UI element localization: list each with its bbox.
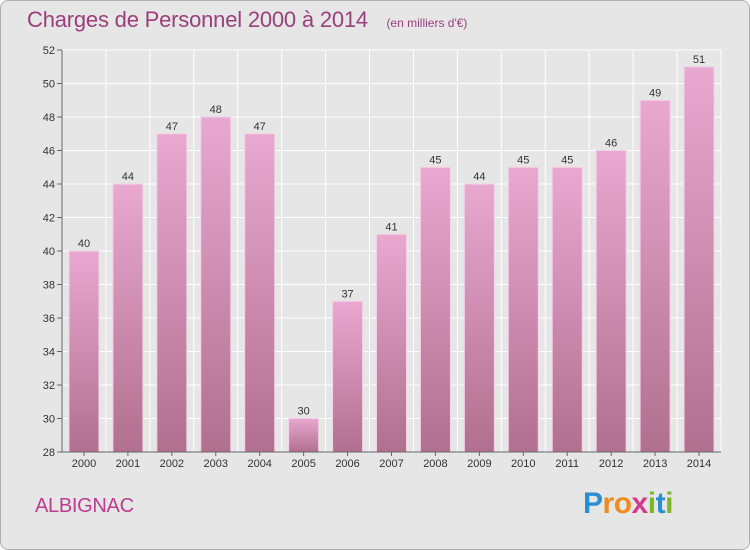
title-row: Charges de Personnel 2000 à 2014 (en mil…: [27, 7, 467, 33]
place-name: ALBIGNAC: [35, 495, 134, 517]
bar-value-label: 40: [78, 238, 90, 250]
y-tick-label: 32: [43, 380, 55, 392]
y-tick-label: 52: [43, 45, 55, 57]
bar: [507, 166, 539, 453]
x-tick-label: 2002: [160, 458, 184, 470]
bar-value-label: 41: [385, 221, 397, 233]
chart-title: Charges de Personnel 2000 à 2014: [27, 7, 368, 32]
bar-value-label: 51: [693, 54, 705, 66]
bar-value-label: 37: [341, 288, 353, 300]
x-tick-label: 2009: [467, 458, 491, 470]
bar-value-label: 45: [429, 154, 441, 166]
x-tick-label: 2012: [599, 458, 623, 470]
brand-letter: o: [613, 487, 632, 520]
y-tick-label: 34: [43, 347, 55, 359]
x-tick-label: 2008: [423, 458, 447, 470]
y-tick-label: 46: [43, 146, 55, 158]
x-tick-label: 2010: [511, 458, 535, 470]
y-tick-label: 28: [43, 447, 55, 459]
bar: [683, 66, 715, 453]
brand-letter: P: [583, 487, 603, 520]
bar: [288, 418, 320, 453]
bar-value-label: 44: [122, 171, 134, 183]
bar-value-label: 49: [649, 87, 661, 99]
x-tick-label: 2001: [116, 458, 140, 470]
x-tick-label: 2006: [335, 458, 359, 470]
y-tick-label: 36: [43, 313, 55, 325]
x-tick-label: 2014: [687, 458, 711, 470]
bar: [639, 99, 671, 453]
y-tick-label: 48: [43, 112, 55, 124]
bar-value-label: 47: [254, 121, 266, 133]
x-tick-label: 2004: [247, 458, 271, 470]
bar-value-label: 47: [166, 121, 178, 133]
x-tick-label: 2003: [204, 458, 228, 470]
bar-value-label: 45: [517, 154, 529, 166]
bar: [156, 133, 188, 453]
axes: 28 30 32 34 36 38 40 42 44 46 48 50 52 2000 2001 2002 20…: [43, 45, 721, 470]
chart-subtitle: (en milliers d'€): [386, 16, 468, 30]
brand-letter: r: [602, 487, 615, 520]
brand-letter: i: [647, 487, 656, 520]
bars: 40 44 47 48 47 30 37 41 45 44 45 45 46 49 51: [68, 54, 715, 453]
bar-value-label: 45: [561, 154, 573, 166]
x-tick-label: 2005: [291, 458, 315, 470]
y-tick-label: 42: [43, 213, 55, 225]
bar: [112, 183, 144, 453]
bar: [595, 150, 627, 453]
bar: [463, 183, 495, 453]
brand-letter: i: [665, 487, 673, 520]
x-tick-label: 2013: [643, 458, 667, 470]
y-tick-label: 38: [43, 280, 55, 292]
bar: [332, 300, 364, 453]
bar-value-label: 46: [605, 138, 617, 150]
brand-letter: t: [655, 487, 666, 520]
bar: [376, 233, 407, 453]
x-tick-label: 2007: [379, 458, 403, 470]
bar-value-label: 30: [298, 406, 310, 418]
y-tick-label: 30: [43, 414, 55, 426]
bar: [551, 166, 583, 453]
y-tick-label: 40: [43, 246, 55, 258]
y-tick-label: 44: [43, 179, 55, 191]
brand-logo[interactable]: Proxiti: [583, 487, 673, 521]
y-tick-label: 50: [43, 79, 55, 91]
x-tick-label: 2011: [555, 458, 579, 470]
x-tick-label: 2000: [72, 458, 96, 470]
bar-value-label: 44: [473, 171, 485, 183]
bar: [200, 116, 232, 453]
bar: [244, 133, 276, 453]
bar: [68, 250, 100, 453]
brand-letter: x: [631, 487, 649, 520]
bar-value-label: 48: [210, 104, 222, 116]
bar: [419, 166, 451, 453]
